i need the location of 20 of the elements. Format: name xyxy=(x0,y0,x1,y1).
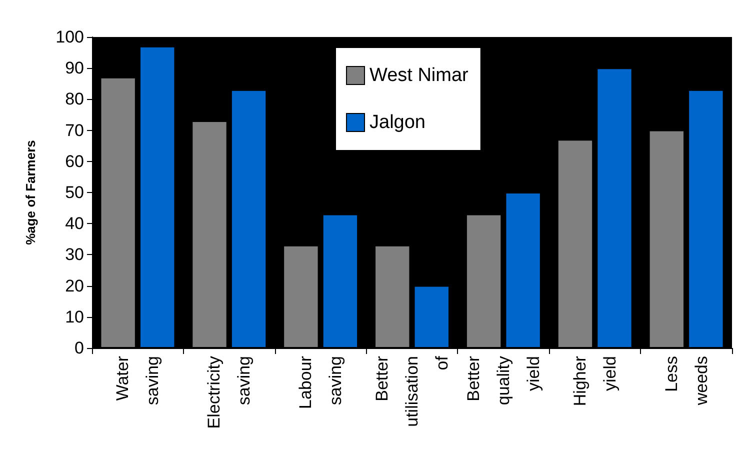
y-tick-label: 40 xyxy=(65,214,84,234)
legend-label: West Nimar xyxy=(370,65,470,86)
legend-label: Jalgon xyxy=(370,112,426,133)
x-tick-label: Better utilisation of xyxy=(372,356,452,427)
y-tick-label: 70 xyxy=(65,120,84,140)
y-tick-label: 10 xyxy=(65,307,84,326)
y-tick-label: 90 xyxy=(65,58,84,78)
x-tick-label: Labour saving xyxy=(296,356,346,409)
y-tick-label: 30 xyxy=(65,245,84,264)
x-tick-label: Electricity saving xyxy=(204,356,254,429)
x-tick-label: Less weeds xyxy=(662,356,711,406)
y-axis-title: %age of Farmers xyxy=(23,140,38,245)
x-tick-label: Water saving xyxy=(113,356,162,406)
y-tick-label: 60 xyxy=(65,152,84,171)
y-tick-label: 20 xyxy=(65,276,84,296)
y-tick-label: 0 xyxy=(74,338,84,358)
x-tick-label: Higher yield xyxy=(570,356,620,406)
y-tick-label: 80 xyxy=(65,90,84,109)
y-tick-label: 100 xyxy=(56,28,84,46)
y-tick-label: 50 xyxy=(65,183,84,202)
